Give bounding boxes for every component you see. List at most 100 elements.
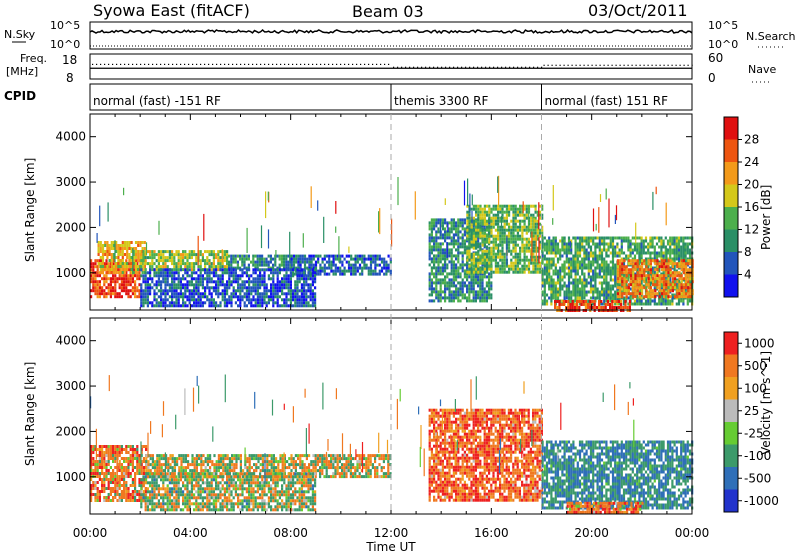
range-cell: [660, 259, 663, 263]
range-cell: [479, 207, 482, 211]
range-cell: [123, 289, 126, 293]
range-cell: [503, 210, 506, 214]
range-cell: [193, 295, 196, 299]
nave-dot: [120, 63, 122, 65]
range-cell: [689, 262, 692, 266]
range-cell: [678, 289, 681, 293]
range-cell: [141, 271, 144, 274]
nave-dot: [296, 63, 298, 65]
range-cell: [369, 263, 373, 267]
range-cell: [303, 274, 306, 278]
range-cell: [448, 290, 451, 294]
range-cell: [675, 236, 678, 240]
range-cell: [525, 249, 528, 253]
range-cell: [691, 277, 694, 281]
range-cell: [682, 295, 685, 299]
range-cell: [321, 260, 324, 264]
range-cell: [581, 239, 584, 243]
range-cell: [311, 292, 314, 296]
range-cell: [523, 207, 526, 211]
range-cell: [330, 266, 333, 270]
range-cell: [643, 295, 646, 299]
range-cell: [497, 270, 500, 274]
range-cell: [634, 283, 637, 287]
range-cell: [428, 242, 431, 246]
range-cell: [223, 256, 226, 260]
range-cell: [567, 287, 571, 291]
range-cell: [197, 289, 200, 293]
range-cell: [267, 263, 270, 267]
range-cell: [265, 191, 267, 219]
range-cell: [663, 277, 666, 281]
range-cell: [142, 253, 145, 257]
range-cell: [483, 228, 486, 232]
range-cell: [248, 295, 251, 299]
range-cell: [633, 272, 637, 276]
range-cell: [570, 275, 573, 279]
range-cell: [103, 295, 106, 299]
range-cell: [437, 278, 440, 282]
range-cell: [512, 225, 515, 229]
range-cell: [101, 265, 105, 268]
range-cell: [369, 266, 373, 270]
range-cell: [309, 271, 312, 275]
range-cell: [455, 230, 458, 234]
nave-tick-0: 0: [708, 71, 716, 85]
range-cell: [483, 290, 486, 294]
range-cell: [660, 280, 663, 284]
range-cell: [245, 268, 248, 272]
range-cell: [296, 286, 299, 290]
range-cell: [600, 306, 603, 309]
range-cell: [252, 260, 255, 264]
range-cell: [358, 266, 362, 270]
nave-dot: [445, 66, 447, 68]
range-cell: [592, 251, 595, 255]
range-cell: [215, 268, 218, 272]
range-cell: [494, 246, 497, 250]
range-cell: [446, 257, 449, 261]
range-cell: [142, 280, 145, 284]
range-cell: [128, 265, 131, 268]
range-cell: [106, 265, 109, 268]
range-cell: [168, 271, 171, 275]
range-cell: [538, 228, 542, 232]
range-cell: [160, 274, 163, 278]
range-cell: [188, 262, 191, 266]
range-cell: [481, 249, 484, 253]
range-cell: [94, 280, 97, 284]
range-cell: [103, 262, 106, 266]
range-cell: [673, 248, 676, 252]
range-cell: [527, 261, 531, 265]
range-cell: [587, 251, 590, 255]
nsky-tick-bottom: 10^0: [50, 38, 80, 51]
range-cell: [651, 242, 654, 246]
range-cell: [684, 257, 687, 261]
range-cell: [655, 257, 659, 261]
range-cell: [127, 292, 130, 296]
range-cell: [685, 262, 688, 266]
range-cell: [134, 283, 137, 287]
range-cell: [630, 277, 633, 281]
range-cell: [561, 242, 564, 246]
range-cell: [479, 221, 482, 225]
range-cell: [647, 292, 650, 296]
range-cell: [168, 256, 171, 260]
range-cell: [481, 278, 484, 282]
range-cell: [237, 289, 240, 293]
range-cell: [199, 250, 202, 254]
range-cell: [680, 295, 683, 299]
range-cell: [499, 270, 502, 274]
range-cell: [616, 286, 619, 290]
range-cell: [567, 303, 570, 306]
range-cell: [441, 236, 444, 240]
range-cell: [653, 248, 656, 252]
range-cell: [481, 219, 484, 223]
range-cell: [437, 245, 440, 249]
range-cell: [450, 248, 453, 252]
range-cell: [474, 299, 477, 303]
range-cell: [226, 262, 229, 266]
range-cell: [490, 275, 493, 279]
range-cell: [505, 213, 508, 217]
range-cell: [99, 244, 102, 247]
range-cell: [521, 258, 524, 262]
